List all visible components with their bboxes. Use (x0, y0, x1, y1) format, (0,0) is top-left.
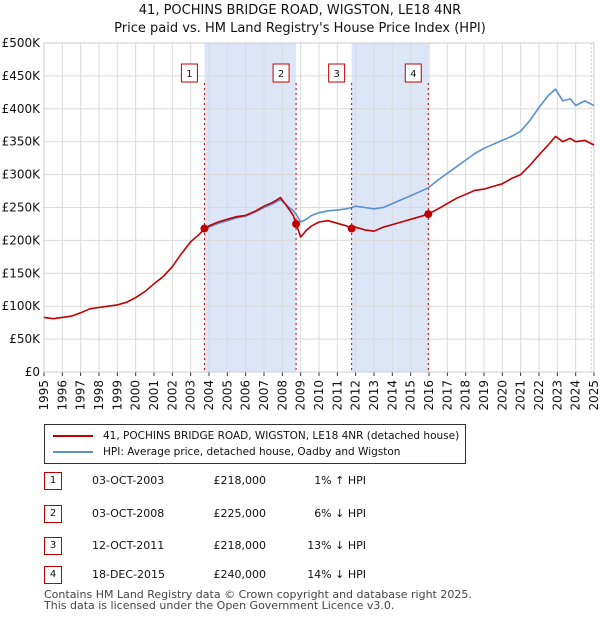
y-tick-label: £350K (2, 135, 42, 149)
x-tick-label: 2004 (202, 380, 216, 410)
x-tick-label: 2025 (587, 380, 600, 410)
transaction-number: 3 (44, 537, 62, 555)
transaction-marker (347, 224, 356, 233)
transaction-marker (424, 210, 433, 219)
transaction-hpi-diff: 1% ↑ HPI (314, 474, 366, 487)
x-tick-label: 2017 (440, 380, 454, 410)
transaction-number: 2 (44, 505, 62, 523)
x-tick-label: 2019 (477, 380, 491, 410)
x-tick-label: 2015 (404, 380, 418, 410)
y-tick-label: £100K (2, 299, 42, 313)
x-tick-label: 2007 (257, 380, 271, 410)
x-tick-label: 2000 (129, 380, 143, 410)
y-tick-label: £450K (2, 69, 42, 83)
y-tick-label: £50K (9, 332, 41, 346)
x-tick-label: 1996 (55, 380, 69, 410)
transaction-price: £218,000 (213, 474, 267, 487)
transaction-label: 3 (328, 63, 346, 83)
x-tick-label: 2021 (514, 380, 528, 410)
transaction-number: 1 (44, 472, 62, 490)
transaction-date: 03-OCT-2003 (92, 474, 165, 487)
table-row: 3 12-OCT-2011 £218,000 13% ↓ HPI (44, 537, 444, 555)
transaction-label-box (180, 63, 198, 83)
chart-title-line2: Price paid vs. HM Land Registry's House … (114, 21, 486, 36)
x-tick-label: 1995 (37, 380, 51, 410)
x-tick-label: 2018 (459, 380, 473, 410)
x-tick-label: 2016 (422, 380, 436, 410)
transaction-label-box (272, 63, 290, 83)
x-tick-label: 2010 (312, 380, 326, 410)
x-tick-label: 1997 (74, 380, 88, 410)
x-tick-label: 2023 (550, 380, 564, 410)
footer-licence: This data is licensed under the Open Gov… (44, 599, 395, 612)
x-tick-label: 2003 (184, 380, 198, 410)
y-tick-label: £500K (2, 36, 42, 50)
transaction-label-number: 4 (410, 69, 416, 80)
transaction-price: £225,000 (213, 507, 267, 520)
x-tick-label: 2009 (294, 380, 308, 410)
transaction-hpi-diff: 14% ↓ HPI (307, 568, 366, 581)
transaction-price: £218,000 (213, 539, 267, 552)
y-tick-label: £0 (25, 365, 40, 379)
transaction-label: 4 (404, 63, 422, 83)
legend-label-price: 41, POCHINS BRIDGE ROAD, WIGSTON, LE18 4… (103, 430, 460, 442)
footer-attribution: Contains HM Land Registry data © Crown c… (44, 589, 472, 611)
legend-swatch-price (53, 435, 93, 437)
x-tick-label: 2002 (165, 380, 179, 410)
x-tick-label: 2006 (239, 380, 253, 410)
x-tick-label: 2011 (330, 380, 344, 410)
transaction-label: 1 (180, 63, 198, 83)
x-tick-label: 2001 (147, 380, 161, 410)
table-row: 2 03-OCT-2008 £225,000 6% ↓ HPI (44, 505, 444, 523)
x-tick-label: 2013 (367, 380, 381, 410)
x-tick-label: 2022 (532, 380, 546, 410)
chart-title-line1: 41, POCHINS BRIDGE ROAD, WIGSTON, LE18 4… (138, 3, 462, 18)
y-tick-label: £400K (2, 102, 42, 116)
x-tick-label: 2008 (275, 380, 289, 410)
transaction-label-number: 2 (278, 69, 284, 80)
x-tick-label: 2014 (385, 380, 399, 410)
transaction-label-box (404, 63, 422, 83)
x-tick-label: 2012 (349, 380, 363, 410)
table-row: 1 03-OCT-2003 £218,000 1% ↑ HPI (44, 472, 444, 490)
transaction-label-box (328, 63, 346, 83)
y-tick-label: £200K (2, 233, 42, 247)
transaction-date: 03-OCT-2008 (92, 507, 165, 520)
transaction-label-number: 1 (186, 69, 192, 80)
transaction-date: 18-DEC-2015 (92, 568, 166, 581)
transaction-marker (292, 219, 301, 228)
transaction-date: 12-OCT-2011 (92, 539, 165, 552)
transaction-number: 4 (44, 566, 62, 584)
legend-label-hpi: HPI: Average price, detached house, Oadb… (103, 446, 401, 458)
price-series-line (43, 135, 595, 320)
price-chart: £0 £50K £100K £150K £200K £250K £300K £350K £400… (2, 36, 600, 410)
x-tick-label: 2005 (220, 380, 234, 410)
plot-frame (43, 42, 595, 373)
x-tick-label: 2024 (569, 380, 583, 410)
y-tick-label: £150K (2, 266, 42, 280)
hpi-series-line (203, 88, 595, 232)
table-row: 4 18-DEC-2015 £240,000 14% ↓ HPI (44, 566, 444, 584)
transaction-price: £240,000 (213, 568, 267, 581)
transaction-hpi-diff: 13% ↓ HPI (307, 539, 366, 552)
x-tick-label: 1998 (92, 380, 106, 410)
legend: 41, POCHINS BRIDGE ROAD, WIGSTON, LE18 4… (44, 424, 466, 464)
chart-title: 41, POCHINS BRIDGE ROAD, WIGSTON, LE18 4… (0, 2, 600, 38)
transaction-marker (200, 224, 209, 233)
x-tick-label: 2020 (495, 380, 509, 410)
legend-item-hpi: HPI: Average price, detached house, Oadb… (53, 444, 400, 460)
y-tick-label: £300K (2, 168, 42, 182)
transaction-label: 2 (272, 63, 290, 83)
transaction-label-number: 3 (333, 69, 339, 80)
legend-item-price: 41, POCHINS BRIDGE ROAD, WIGSTON, LE18 4… (53, 428, 459, 444)
y-tick-label: £250K (2, 201, 42, 215)
legend-swatch-hpi (53, 451, 93, 453)
x-tick-label: 1999 (110, 380, 124, 410)
footer-copyright: Contains HM Land Registry data © Crown c… (44, 588, 472, 601)
transaction-hpi-diff: 6% ↓ HPI (314, 507, 366, 520)
